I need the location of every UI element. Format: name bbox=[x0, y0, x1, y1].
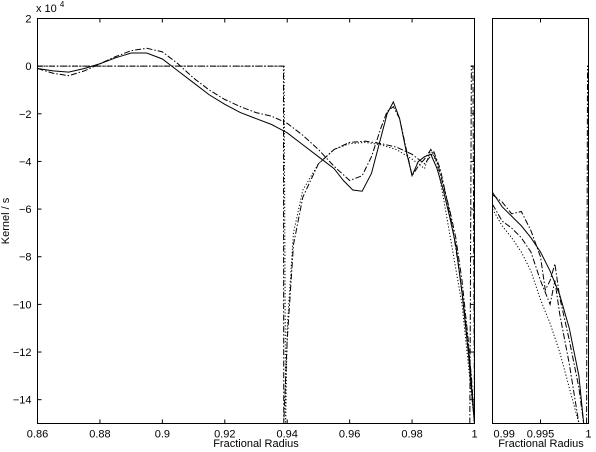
zoom-plot-frame bbox=[492, 18, 589, 424]
zoom-x-ticks: 0.99 0.995 1 bbox=[492, 18, 592, 441]
main-x-tick-label: 0.9 bbox=[155, 429, 170, 441]
main-series-2-line bbox=[37, 47, 475, 424]
main-x-tick-label: 0.96 bbox=[339, 429, 360, 441]
y-multiplier-base: x 10 bbox=[36, 3, 57, 15]
main-y-tick-label: 0 bbox=[25, 61, 31, 73]
zoom-x-tick-label: 1 bbox=[585, 429, 591, 441]
zoom-x-axis-label: Fractional Radius bbox=[498, 438, 584, 450]
main-x-tick-label: 0.88 bbox=[89, 429, 110, 441]
main-y-tick-label: −12 bbox=[13, 347, 32, 359]
main-y-tick-label: −8 bbox=[19, 252, 32, 264]
main-x-tick-label: 0.94 bbox=[277, 429, 298, 441]
main-y-tick-label: 2 bbox=[25, 14, 31, 26]
main-y-tick-label: −14 bbox=[13, 395, 32, 407]
main-x-axis-label: Fractional Radius bbox=[213, 438, 299, 450]
main-x-tick-label: 0.98 bbox=[401, 429, 422, 441]
y-multiplier-label: x 10 4 bbox=[36, 0, 65, 15]
main-y-tick-label: −6 bbox=[19, 204, 32, 216]
zoom-x-tick-label: 0.995 bbox=[527, 429, 555, 441]
main-x-tick-label: 0.92 bbox=[214, 429, 235, 441]
main-series-layer bbox=[37, 47, 475, 424]
main-y-tick-label: −2 bbox=[19, 109, 32, 121]
main-series-4-line bbox=[37, 65, 475, 424]
zoom-series-4-line bbox=[492, 204, 580, 424]
main-series-1-line bbox=[37, 52, 475, 424]
main-y-tick-label: −4 bbox=[19, 156, 32, 168]
main-x-tick-label: 1 bbox=[471, 429, 477, 441]
main-y-tick-label: −10 bbox=[13, 299, 32, 311]
main-series-3-line bbox=[37, 65, 475, 424]
zoom-series-5-line bbox=[586, 65, 589, 424]
zoom-series-layer bbox=[492, 65, 589, 424]
zoom-series-1-line bbox=[492, 192, 585, 424]
main-x-ticks: 0.86 0.88 0.9 0.92 0.94 0.96 0.98 1 bbox=[27, 18, 478, 441]
main-x-tick-label: 0.86 bbox=[27, 429, 48, 441]
zoom-plot-panel: 0.99 0.995 1 Fractional Radius bbox=[492, 18, 592, 450]
main-plot-frame bbox=[37, 18, 475, 424]
main-y-axis-label: Kernel / s bbox=[0, 197, 12, 244]
y-multiplier-exponent: 4 bbox=[60, 0, 65, 9]
zoom-series-2-line bbox=[492, 194, 585, 424]
zoom-x-tick-label: 0.99 bbox=[494, 429, 515, 441]
main-plot-panel: 0.86 0.88 0.9 0.92 0.94 0.96 0.98 1 2 0 −2 −4 −6 −8 −… bbox=[0, 0, 478, 450]
main-y-ticks: 2 0 −2 −4 −6 −8 −10 −12 −14 bbox=[13, 14, 475, 407]
